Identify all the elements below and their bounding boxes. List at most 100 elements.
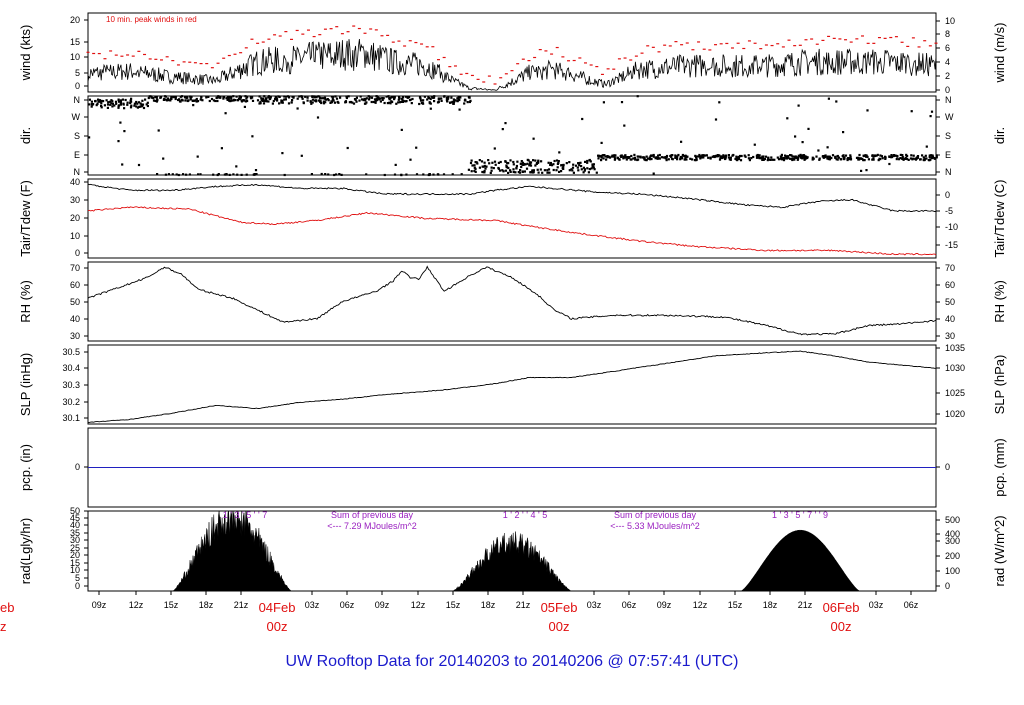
xtick-hour: 09z [375, 600, 390, 610]
solar-digits: 1 ' 3 ' 5 ' ' 7 [223, 510, 267, 520]
time-axis: 09z 12z 15z 18z 21z 03z 06z 09z 12z 15z 18z 21z 03z 0… [0, 591, 919, 634]
ytick-right: 1020 [945, 409, 965, 419]
series-peak-winds [86, 25, 938, 85]
series-wind [87, 38, 937, 91]
solar-sum-label: Sum of previous day [331, 510, 414, 520]
xtick-hour: 18z [481, 600, 496, 610]
series-radiation-day-2 [452, 531, 572, 592]
ytick-left: 20 [70, 550, 80, 560]
annotation-solar-3: 1 ' 3 ' 5 ' 7 ' ' 9 [772, 510, 828, 520]
ylabel-left: RH (%) [18, 280, 33, 323]
xtick-hour: 15z [728, 600, 743, 610]
ytick-left: 30.2 [62, 397, 80, 407]
ytick-right: 100 [945, 566, 960, 576]
ytick-left: 30 [70, 195, 80, 205]
solar-sum-value: <--- 5.33 MJoules/m^2 [610, 521, 700, 531]
ytick-right: 0 [945, 190, 950, 200]
ytick-left: 15 [70, 37, 80, 47]
ytick-right: 2 [945, 71, 950, 81]
xtick-date: 04Feb [259, 600, 296, 615]
ytick-right: 200 [945, 551, 960, 561]
ylabel-left: dir. [18, 127, 33, 144]
solar-digits: 1 ' 3 ' 5 ' 7 ' ' 9 [772, 510, 828, 520]
ytick-left: 70 [70, 263, 80, 273]
ytick-left: S [74, 131, 80, 141]
series-direction [88, 95, 938, 177]
ytick-left: 40 [70, 520, 80, 530]
ytick-right: 0 [945, 85, 950, 95]
ytick-left: 30.3 [62, 380, 80, 390]
ytick-left: 10 [70, 52, 80, 62]
ylabel-left: SLP (inHg) [18, 353, 33, 416]
series-tair [87, 183, 936, 213]
series-rh [87, 265, 937, 336]
ytick-left: 30.1 [62, 413, 80, 423]
xtick-date-clipped: eb [0, 600, 14, 615]
ytick-left: 15 [70, 558, 80, 568]
ytick-left: 0 [75, 248, 80, 258]
ytick-right: 70 [945, 263, 955, 273]
xtick-hour: 21z [234, 600, 249, 610]
xtick-hour: 06z [340, 600, 355, 610]
ytick-right: -15 [945, 240, 958, 250]
ylabel-right: RH (%) [992, 280, 1007, 323]
xtick-hour: 15z [164, 600, 179, 610]
annotation-solar-2: 1 ' 2 ' ' 4 ' 5 Sum of previous day<--- 5… [503, 510, 700, 531]
panel-frame-dir [87, 95, 937, 176]
xtick-hour: 03z [587, 600, 602, 610]
ytick-left: 40 [70, 177, 80, 187]
ytick-left: 10 [70, 565, 80, 575]
ytick-left: 20 [70, 15, 80, 25]
series-tdew [87, 206, 937, 256]
ytick-left: 20 [70, 213, 80, 223]
ytick-left: 30 [70, 535, 80, 545]
ytick-left: 30.4 [62, 363, 80, 373]
panel-frame-rh [87, 261, 937, 342]
ytick-left: 10 [70, 231, 80, 241]
xtick-hour: 18z [763, 600, 778, 610]
xtick-hour: 09z [92, 600, 107, 610]
ytick-left: N [74, 95, 81, 105]
axis-rh: RH (%) RH (%) 30 40 50 60 70 30 40 50 60 70 [18, 263, 1007, 341]
ytick-left: 0 [75, 81, 80, 91]
ylabel-right: Tair/Tdew (C) [992, 179, 1007, 257]
ytick-left: 25 [70, 543, 80, 553]
ytick-right: S [945, 131, 951, 141]
ytick-right: 0 [945, 581, 950, 591]
ytick-right: 4 [945, 57, 950, 67]
ylabel-right: pcp. (mm) [992, 438, 1007, 497]
panel-frame-slp [87, 344, 937, 425]
xtick-hour: 03z [869, 600, 884, 610]
ylabel-left: wind (kts) [18, 25, 33, 82]
solar-sum-value: <--- 7.29 MJoules/m^2 [327, 521, 417, 531]
solar-sum-label: Sum of previous day [614, 510, 697, 520]
xtick-hour: 15z [446, 600, 461, 610]
ylabel-right: SLP (hPa) [992, 355, 1007, 415]
ytick-right: N [945, 95, 952, 105]
ytick-left: 40 [70, 314, 80, 324]
ytick-left: 45 [70, 513, 80, 523]
ylabel-left: pcp. (in) [18, 444, 33, 491]
ytick-left: 0 [75, 462, 80, 472]
panel-frame-temperature [87, 178, 937, 259]
series-slp [88, 350, 936, 423]
axis-temperature: Tair/Tdew (F) Tair/Tdew (C) 0 10 20 30 40 -15 -1… [18, 177, 1007, 258]
xtick-hour: 12z [129, 600, 144, 610]
xtick-hour: 12z [693, 600, 708, 610]
ylabel-left: rad(Lgly/hr) [18, 518, 33, 584]
ytick-right: 30 [945, 331, 955, 341]
ytick-right: 0 [945, 462, 950, 472]
xtick-hour: 06z [622, 600, 637, 610]
axis-wind: wind (kts) wind (m/s) 0 5 10 15 20 0 2 4 6 8 10 [18, 15, 1007, 95]
ytick-left: 60 [70, 280, 80, 290]
ylabel-right: wind (m/s) [992, 23, 1007, 84]
ytick-left: 0 [75, 581, 80, 591]
xtick-hour: 09z [657, 600, 672, 610]
ytick-left: 35 [70, 528, 80, 538]
solar-digits: 1 ' 2 ' ' 4 ' 5 [503, 510, 547, 520]
ytick-right: 8 [945, 29, 950, 39]
xtick-hour: 21z [798, 600, 813, 610]
ytick-left: 30 [70, 331, 80, 341]
